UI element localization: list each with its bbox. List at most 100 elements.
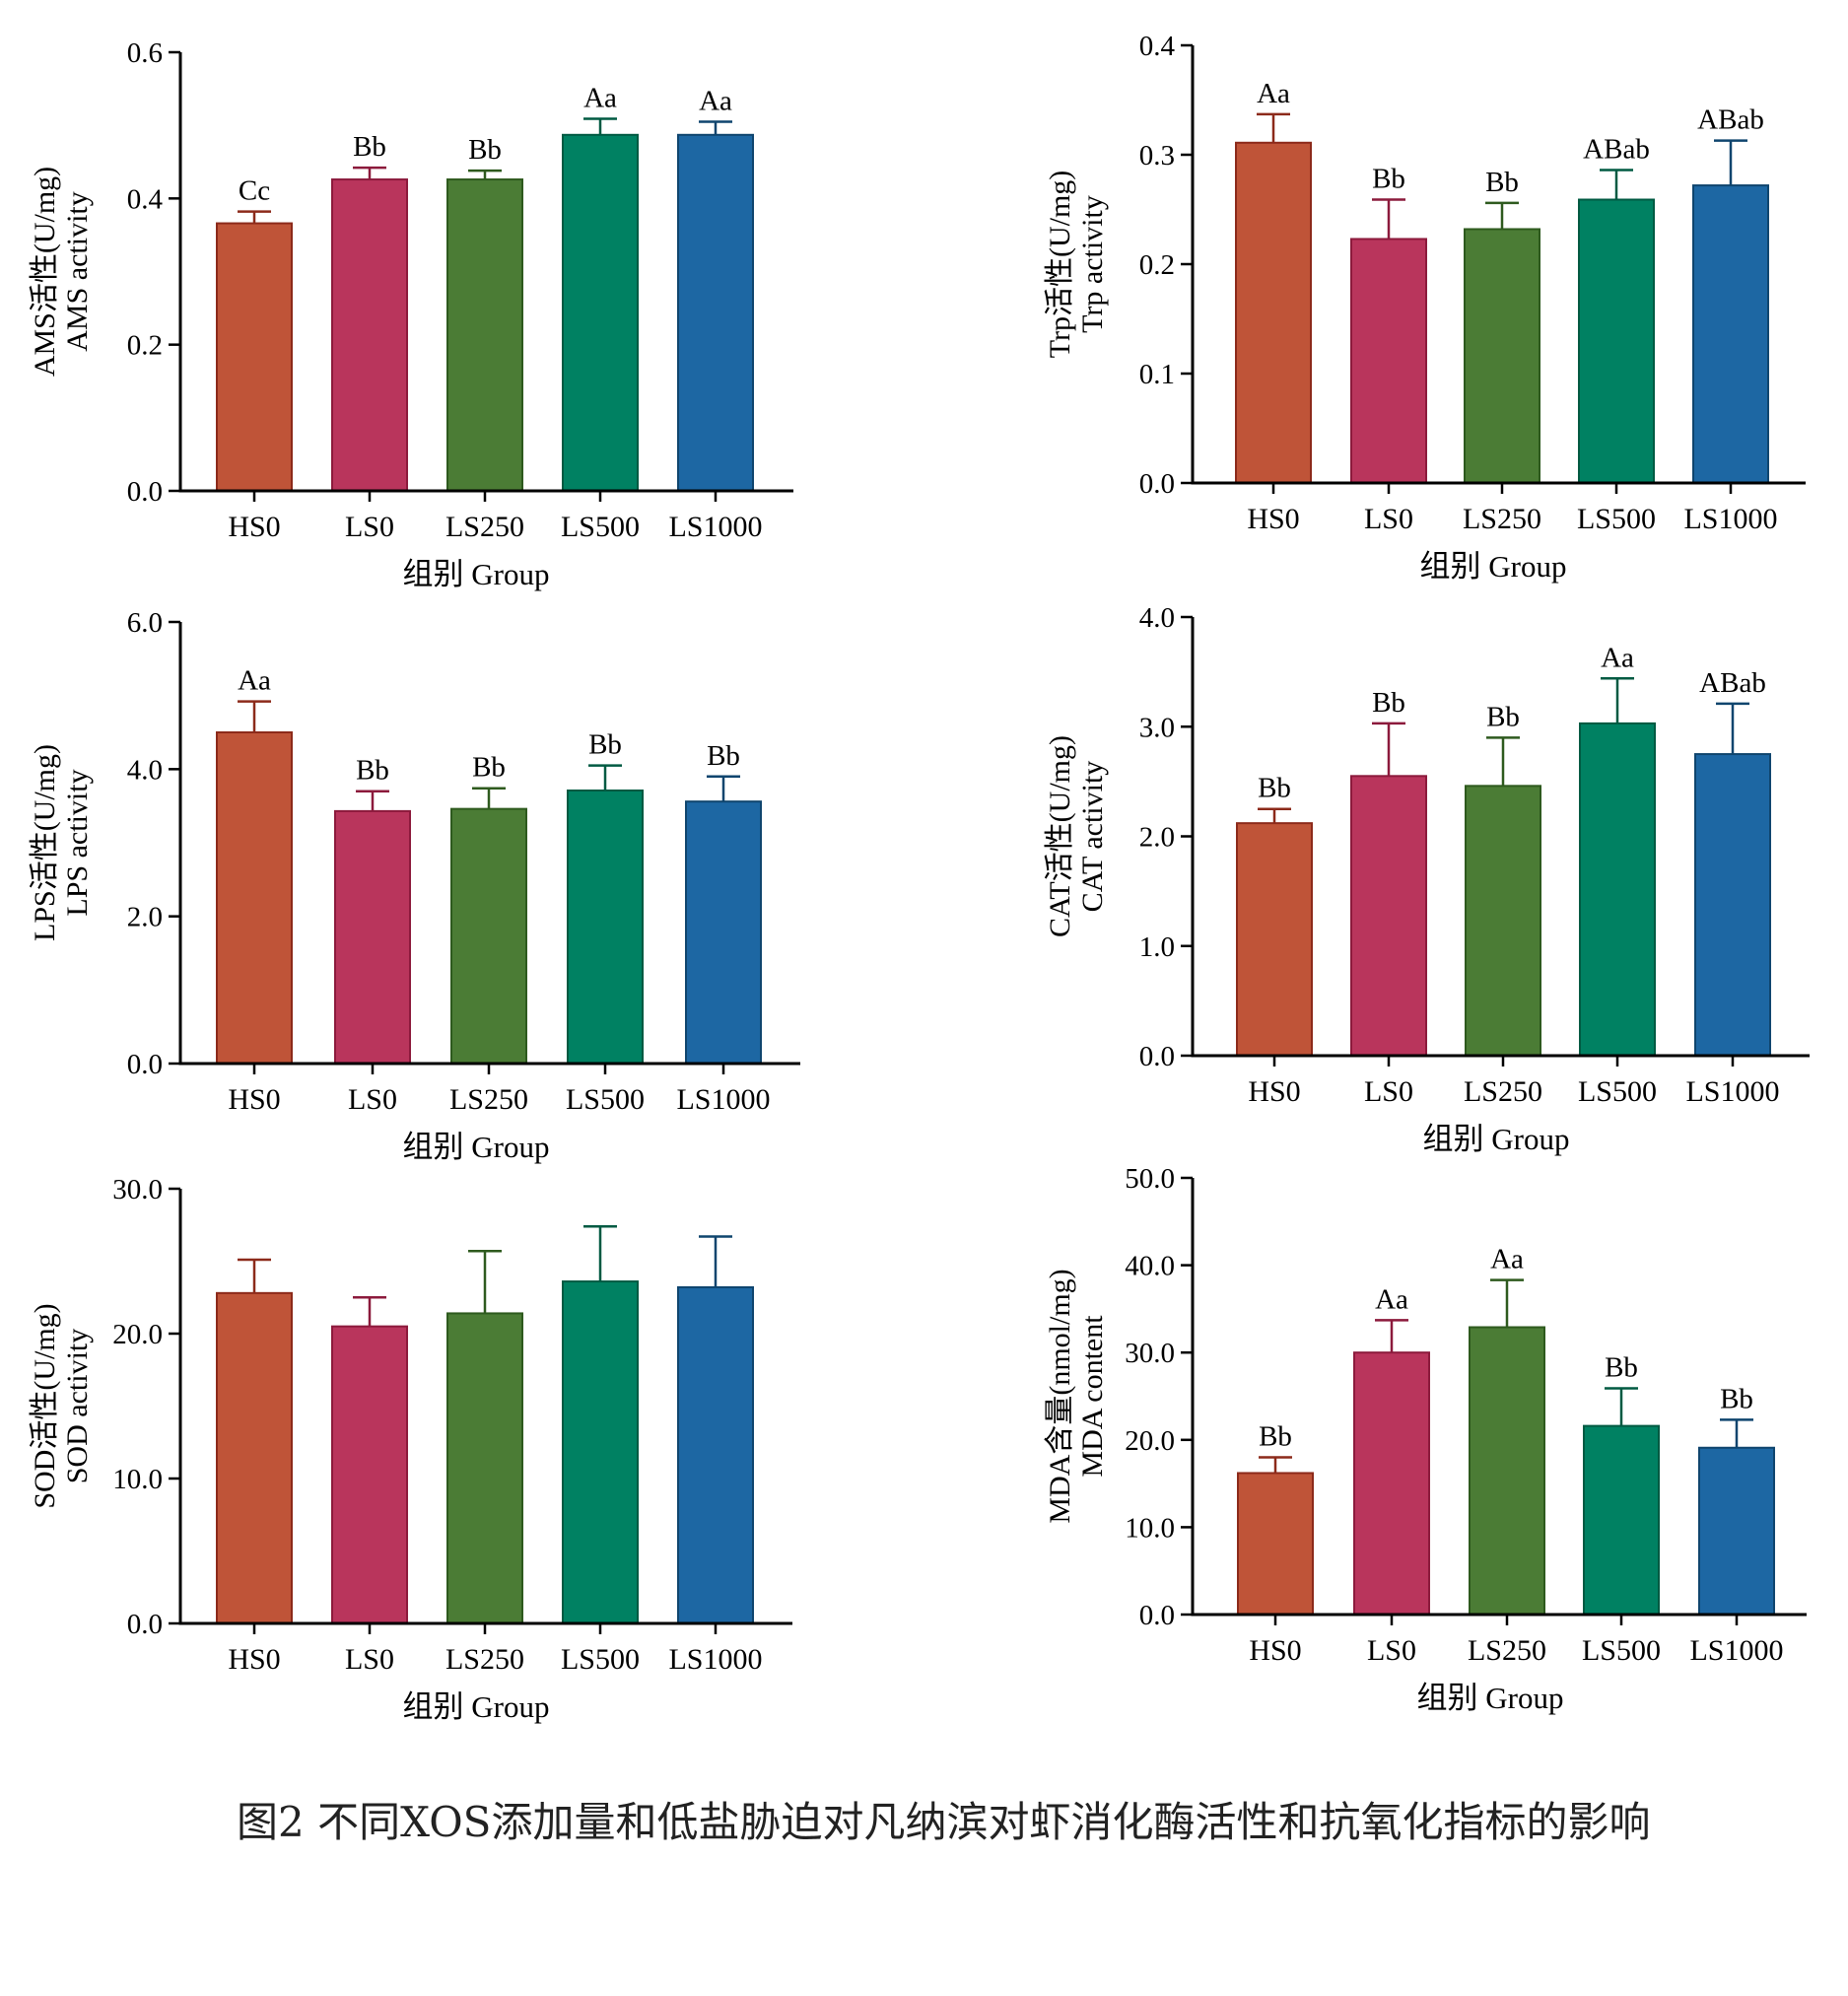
y-tick-label: 50.0 <box>1125 1163 1175 1195</box>
bar <box>446 1312 523 1625</box>
x-axis-label: 组别 Group <box>403 1130 550 1164</box>
significance-label: Bb <box>1372 687 1405 719</box>
significance-label: Bb <box>1720 1383 1753 1414</box>
y-axis-label-cn: CAT活性(U/mg) <box>1044 735 1076 937</box>
x-tick-label: HS0 <box>228 1643 280 1676</box>
y-tick-label: 2.0 <box>1139 822 1175 854</box>
significance-label: Bb <box>1372 164 1405 195</box>
x-tick-label: LS250 <box>449 1083 528 1116</box>
significance-label: Bb <box>588 729 622 761</box>
x-tick-label: HS0 <box>1247 503 1299 535</box>
y-tick-label: 2.0 <box>127 902 163 933</box>
y-tick-label: 30.0 <box>1125 1338 1175 1369</box>
y-tick-label: 0.2 <box>127 330 163 362</box>
bar <box>1694 753 1771 1057</box>
bar <box>1698 1446 1775 1617</box>
significance-label: Bb <box>1485 167 1519 198</box>
y-tick-label: 0.4 <box>1139 31 1176 62</box>
bar <box>1353 1351 1430 1616</box>
chart-lps: Aa HS0 Bb LS0 Bb LS250 Bb LS500 Bb LS1000 0.0 2.0 4.… <box>29 607 800 1164</box>
y-tick-label: 0.3 <box>1139 140 1175 172</box>
bar <box>216 222 293 493</box>
chart-sod: HS0 LS0 LS250 LS500 LS1000 0.0 10.0 20.0 30.0 SOD… <box>29 1174 792 1724</box>
y-tick-label: 0.0 <box>127 476 163 508</box>
y-tick-label: 10.0 <box>112 1464 163 1495</box>
x-tick-label: LS0 <box>348 1083 397 1116</box>
x-tick-label: LS0 <box>345 511 394 543</box>
x-tick-label: LS500 <box>566 1083 645 1116</box>
y-tick-label: 0.4 <box>127 183 164 215</box>
x-tick-label: HS0 <box>228 511 280 543</box>
y-tick-label: 0.6 <box>127 37 163 69</box>
y-tick-label: 0.2 <box>1139 249 1175 281</box>
significance-label: Bb <box>468 134 502 166</box>
x-tick-label: LS0 <box>1364 1075 1413 1108</box>
significance-label: Bb <box>353 131 386 163</box>
y-tick-label: 0.0 <box>1139 468 1175 500</box>
bar <box>1469 1326 1545 1616</box>
y-tick-label: 6.0 <box>127 607 163 639</box>
bar <box>677 1285 754 1624</box>
y-axis-label-cn: SOD活性(U/mg) <box>29 1303 61 1508</box>
y-tick-label: 3.0 <box>1139 712 1175 743</box>
bar <box>1692 184 1769 485</box>
x-axis-label: 组别 Group <box>1417 1681 1564 1715</box>
x-axis-label: 组别 Group <box>403 1689 550 1724</box>
bar <box>334 809 411 1065</box>
bar <box>685 800 762 1065</box>
x-tick-label: LS1000 <box>668 1643 762 1676</box>
figure-caption: 图2 不同XOS添加量和低盐胁迫对凡纳滨对虾消化酶活性和抗氧化指标的影响 <box>237 1798 1651 1846</box>
x-tick-label: LS250 <box>1464 1075 1542 1108</box>
significance-label: Aa <box>1490 1244 1524 1275</box>
x-axis-label: 组别 Group <box>1420 549 1567 584</box>
x-tick-label: LS250 <box>445 1643 524 1676</box>
x-tick-label: LS1000 <box>676 1083 770 1116</box>
significance-label: Bb <box>707 740 740 772</box>
bar <box>562 133 639 493</box>
x-axis-label: 组别 Group <box>1423 1122 1570 1156</box>
bar <box>1236 822 1313 1058</box>
significance-label: Bb <box>1605 1352 1638 1384</box>
y-axis-label-cn: MDA含量(nmol/mg) <box>1044 1269 1076 1523</box>
y-tick-label: 1.0 <box>1139 931 1175 963</box>
chart-mda: Bb HS0 Aa LS0 Aa LS250 Bb LS500 Bb LS1000 0.0 10.0 2… <box>1044 1163 1807 1715</box>
significance-label: Aa <box>1375 1283 1408 1315</box>
significance-label: Aa <box>699 85 732 116</box>
significance-label: Bb <box>1258 773 1291 804</box>
y-tick-label: 0.1 <box>1139 359 1175 390</box>
y-axis-label-en: SOD activity <box>61 1329 94 1484</box>
chart-cat: Bb HS0 Bb LS0 Bb LS250 Aa LS500 ABab LS1000 0.0 1.0… <box>1044 602 1810 1156</box>
bar <box>1583 1424 1660 1617</box>
x-tick-label: LS500 <box>561 1643 640 1676</box>
y-tick-label: 10.0 <box>1125 1512 1175 1544</box>
significance-label: ABab <box>1583 134 1650 166</box>
y-axis-label-cn: Trp活性(U/mg) <box>1044 171 1076 359</box>
x-tick-label: LS250 <box>1463 503 1541 535</box>
bar <box>567 789 644 1066</box>
y-tick-label: 0.0 <box>1139 1041 1175 1072</box>
x-tick-label: LS0 <box>345 1643 394 1676</box>
x-tick-label: LS500 <box>1577 503 1656 535</box>
significance-label: ABab <box>1699 667 1766 699</box>
significance-label: Cc <box>239 175 270 207</box>
bar <box>216 731 293 1065</box>
significance-label: Bb <box>1486 701 1520 732</box>
y-axis-label-cn: LPS活性(U/mg) <box>29 744 61 941</box>
bar <box>446 178 523 493</box>
y-tick-label: 20.0 <box>112 1319 163 1350</box>
bar <box>331 1325 408 1625</box>
y-axis-label-en: AMS activity <box>61 191 94 352</box>
y-tick-label: 40.0 <box>1125 1251 1175 1282</box>
y-tick-label: 30.0 <box>112 1174 163 1205</box>
x-tick-label: LS1000 <box>668 511 762 543</box>
bar <box>1579 722 1656 1057</box>
bar <box>331 178 408 493</box>
significance-label: ABab <box>1697 104 1764 136</box>
y-tick-label: 4.0 <box>127 754 163 786</box>
y-tick-label: 4.0 <box>1139 602 1175 634</box>
significance-label: Bb <box>1259 1421 1292 1453</box>
y-tick-label: 0.0 <box>127 1049 163 1080</box>
bar <box>1464 228 1540 484</box>
x-tick-label: LS0 <box>1367 1634 1416 1667</box>
